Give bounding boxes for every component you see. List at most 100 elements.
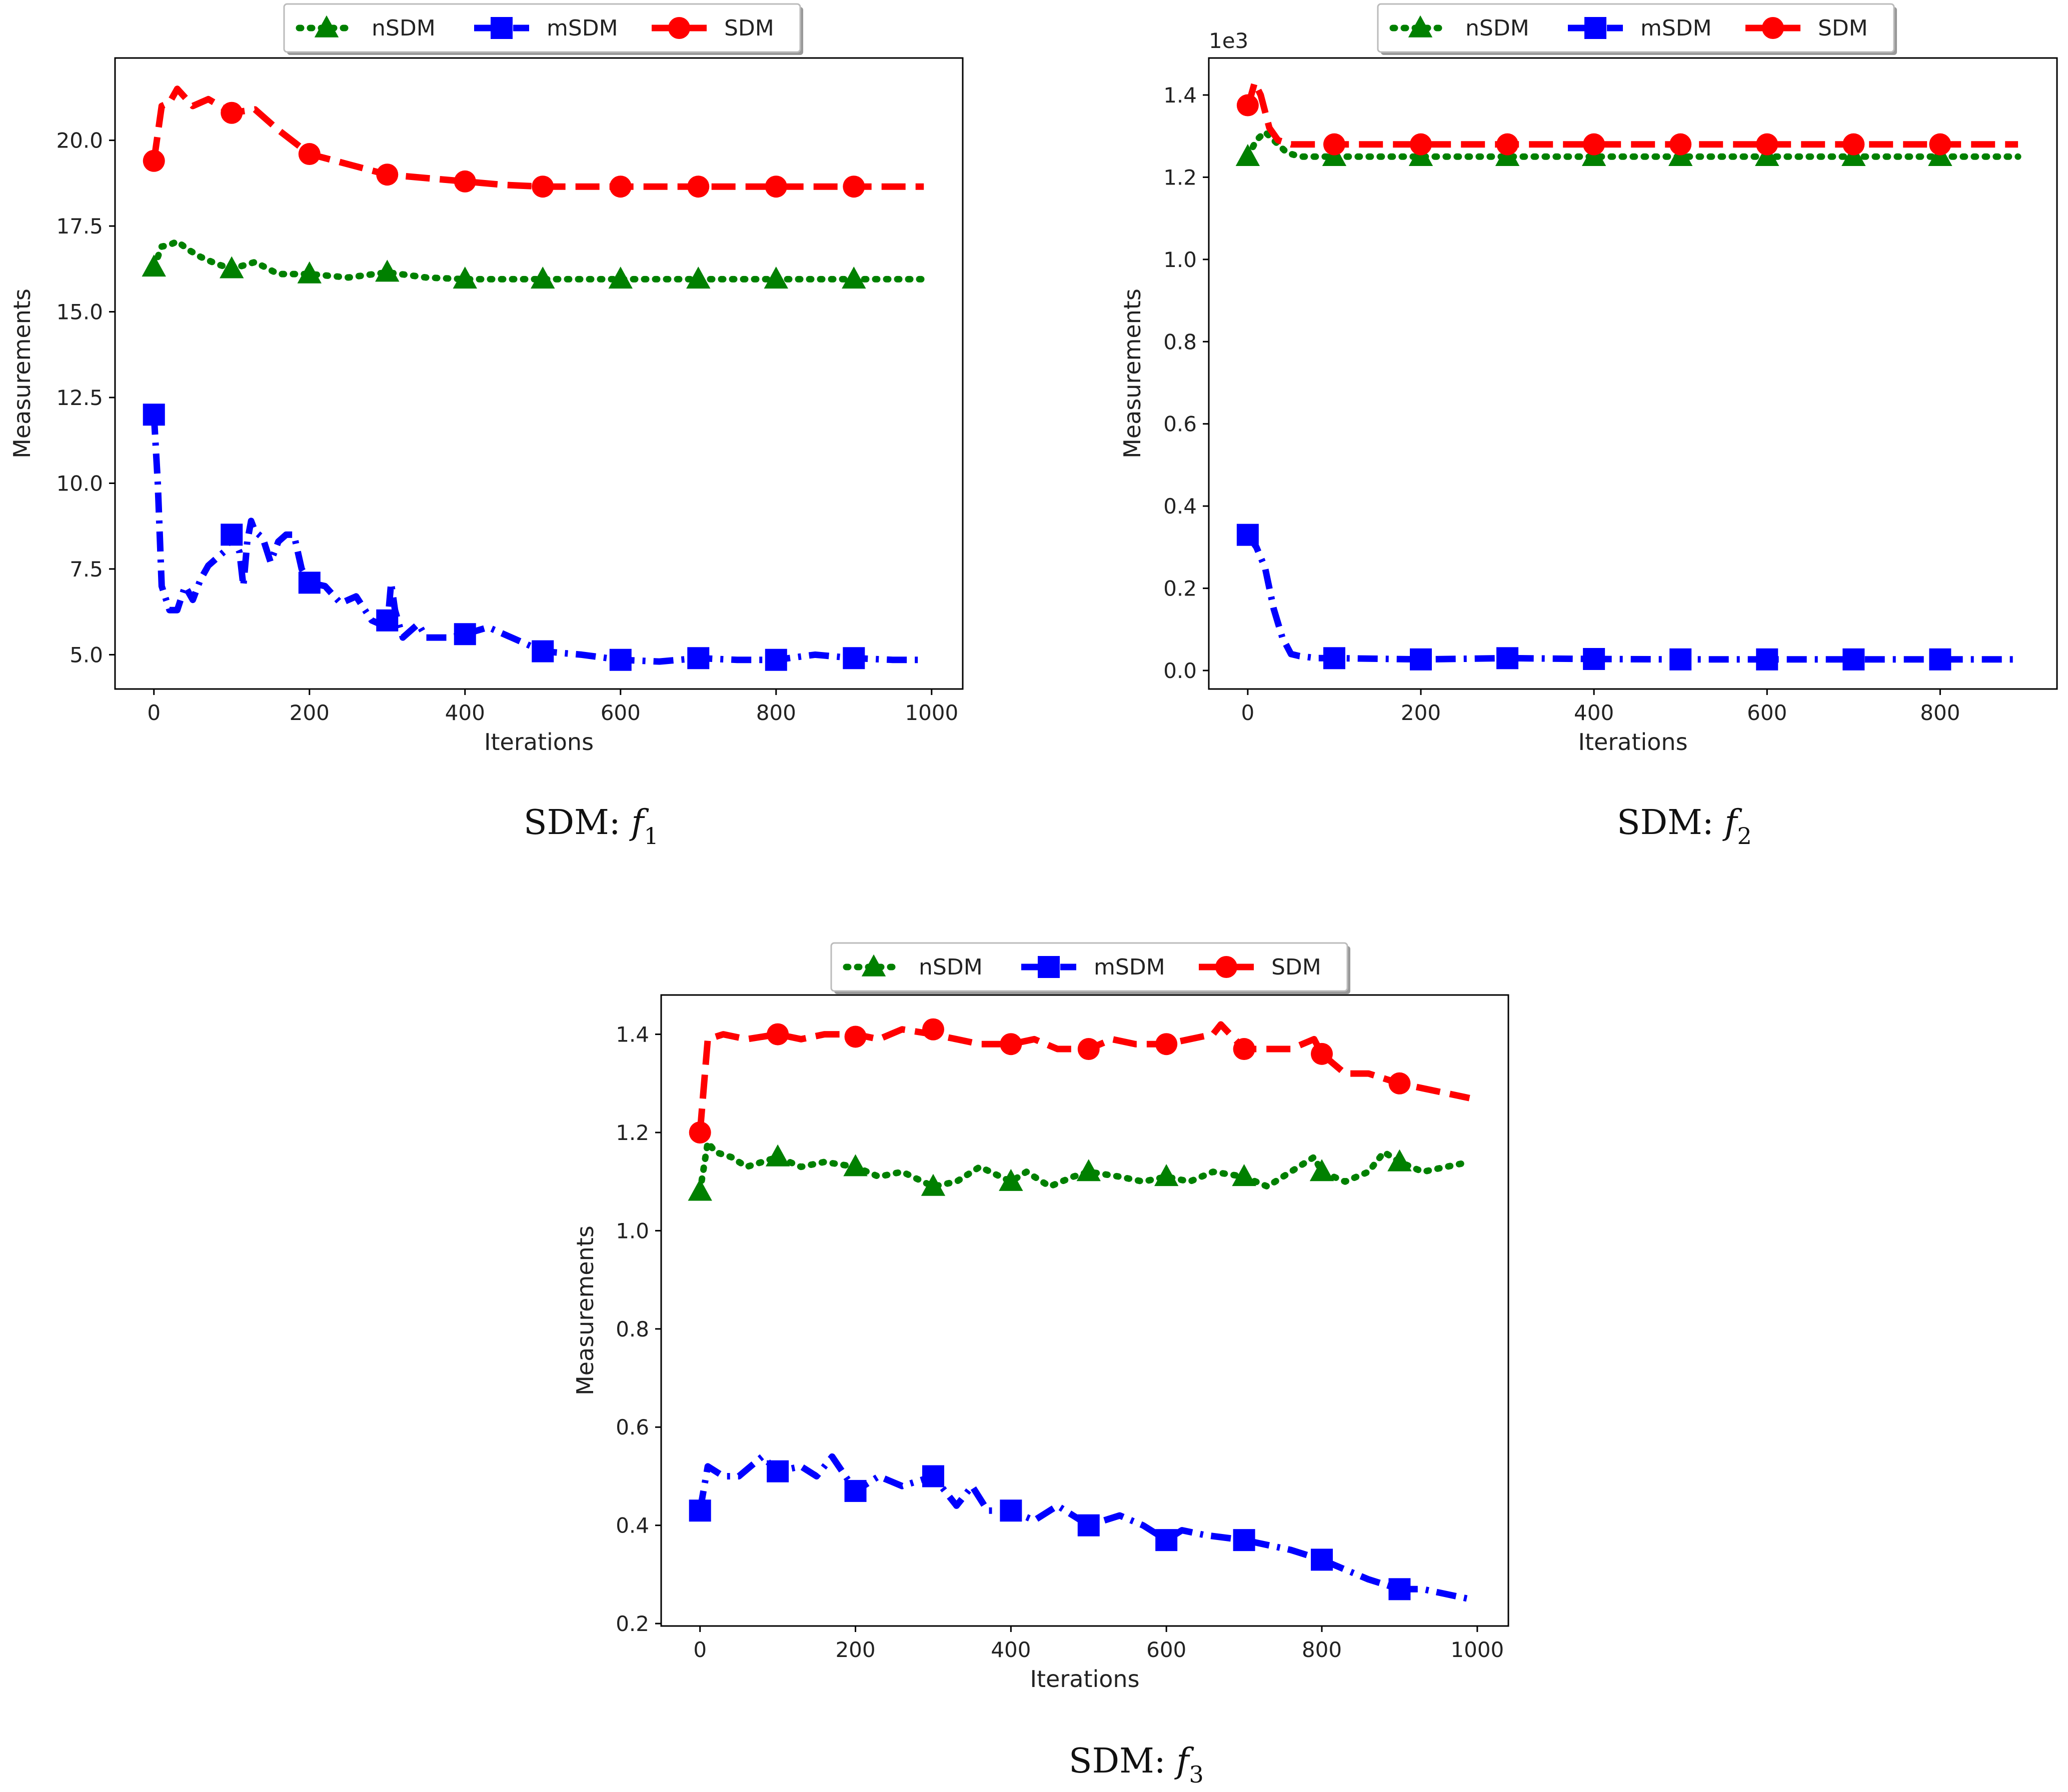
y-tick-label: 1.4: [616, 1022, 649, 1047]
y-tick-label: 17.5: [56, 214, 103, 238]
data-point-mSDM-1: [221, 524, 243, 546]
legend: nSDM mSDM SDM: [830, 942, 1350, 994]
series-line-SDM: [697, 1021, 1470, 1133]
data-point-SDM-9: [1388, 1072, 1411, 1094]
data-point-mSDM-8: [765, 648, 787, 671]
y-tick-label: 0.8: [1163, 330, 1197, 354]
data-point-mSDM-0: [689, 1500, 711, 1522]
legend-box: [283, 3, 801, 53]
legend-box: [1377, 3, 1895, 53]
data-point-SDM-2: [1410, 133, 1432, 156]
legend: nSDM mSDM SDM: [1377, 3, 1897, 55]
data-point-mSDM-8: [1929, 648, 1951, 670]
y-tick-label: 0.6: [1163, 412, 1197, 436]
chart-caption: SDM: f3: [1069, 1742, 1204, 1788]
x-tick-label: 600: [1747, 700, 1787, 725]
series-line-SDM: [151, 86, 924, 190]
x-tick-label: 400: [1574, 700, 1614, 725]
data-point-mSDM-7: [1233, 1529, 1255, 1552]
x-tick-label: 0: [147, 700, 161, 725]
y-tick-label: 1.2: [1163, 165, 1197, 190]
data-point-mSDM-5: [532, 640, 554, 662]
legend-marker-nSDM: [314, 15, 339, 38]
x-tick-label: 200: [290, 700, 330, 725]
y-axis-label: Measurements: [572, 1226, 599, 1396]
data-point-nSDM-0: [1235, 144, 1260, 166]
data-point-nSDM-4: [453, 266, 477, 289]
data-point-mSDM-9: [843, 647, 865, 670]
legend-label-mSDM: mSDM: [1640, 16, 1712, 41]
data-point-mSDM-6: [609, 648, 632, 671]
y-tick-label: 1.4: [1163, 83, 1197, 108]
x-tick-label: 800: [1302, 1638, 1342, 1662]
y-axis-label: Measurements: [9, 288, 36, 458]
data-point-mSDM-9: [1388, 1578, 1411, 1600]
data-point-SDM-0: [143, 150, 165, 172]
data-point-SDM-9: [843, 176, 865, 198]
data-point-SDM-5: [1669, 133, 1692, 156]
data-point-mSDM-0: [1236, 524, 1259, 546]
data-point-nSDM-6: [1154, 1164, 1179, 1186]
x-tick-label: 1000: [1450, 1638, 1504, 1662]
data-point-SDM-3: [1496, 133, 1519, 156]
data-point-SDM-5: [532, 176, 554, 198]
data-point-SDM-4: [1000, 1033, 1022, 1056]
y-tick-label: 1.0: [616, 1218, 649, 1243]
data-point-SDM-1: [767, 1023, 789, 1046]
data-point-mSDM-5: [1077, 1514, 1100, 1536]
data-point-mSDM-7: [687, 647, 710, 670]
data-point-mSDM-5: [1669, 648, 1692, 670]
data-point-nSDM-0: [142, 254, 166, 277]
data-point-SDM-2: [844, 1026, 867, 1048]
legend: nSDM mSDM SDM: [283, 3, 803, 55]
y-axis-label: Measurements: [1119, 288, 1146, 458]
data-point-SDM-5: [1077, 1038, 1100, 1060]
x-tick-label: 200: [1401, 700, 1441, 725]
plot-frame: [660, 994, 1509, 1627]
x-tick-label: 600: [1146, 1638, 1186, 1662]
legend-marker-nSDM: [1408, 15, 1433, 38]
data-point-mSDM-6: [1155, 1529, 1178, 1552]
chart-panel-f1: 0 200 400 600 800 1000 5.0 7.5 10.0 12.5 15.0 17.5 2…: [9, 3, 964, 850]
data-point-mSDM-0: [143, 404, 165, 426]
data-point-SDM-6: [1756, 133, 1778, 156]
data-point-nSDM-3: [375, 260, 400, 282]
y-tick-label: 0.2: [1163, 576, 1197, 601]
data-point-nSDM-6: [608, 266, 633, 289]
data-point-nSDM-9: [1387, 1149, 1412, 1172]
data-point-mSDM-4: [1583, 648, 1605, 670]
data-point-mSDM-3: [922, 1465, 944, 1488]
data-point-SDM-7: [1233, 1038, 1255, 1060]
series-line-nSDM: [151, 238, 927, 282]
data-point-SDM-4: [454, 170, 476, 192]
data-point-SDM-8: [1929, 133, 1951, 156]
legend-label-nSDM: nSDM: [919, 954, 983, 980]
data-point-nSDM-1: [220, 256, 244, 278]
x-tick-label: 1000: [905, 700, 958, 725]
y-tick-label: 0.4: [1163, 494, 1197, 518]
x-axis-label: Iterations: [1578, 728, 1687, 756]
legend-label-nSDM: nSDM: [1465, 16, 1529, 41]
legend-box: [830, 942, 1348, 992]
series-group: [142, 86, 927, 671]
data-point-nSDM-7: [1232, 1164, 1256, 1186]
data-point-mSDM-8: [1311, 1548, 1333, 1571]
caption-subscript: 3: [1189, 1761, 1203, 1788]
y-tick-label: 12.5: [56, 386, 103, 410]
data-point-SDM-4: [1583, 133, 1605, 156]
data-point-SDM-7: [1842, 133, 1865, 156]
x-axis-label: Iterations: [1030, 1666, 1139, 1692]
data-point-SDM-6: [609, 176, 632, 198]
series-group: [688, 1018, 1473, 1602]
data-point-nSDM-0: [688, 1178, 712, 1201]
data-point-SDM-8: [765, 176, 787, 198]
x-tick-label: 200: [835, 1638, 875, 1662]
legend-marker-SDM: [1762, 17, 1784, 39]
data-point-nSDM-3: [921, 1174, 946, 1196]
data-point-mSDM-2: [298, 572, 321, 594]
data-point-mSDM-1: [1323, 647, 1345, 670]
data-point-nSDM-2: [297, 261, 322, 284]
y-tick-label: 0.4: [616, 1514, 649, 1538]
y-axis-offset-label: 1e3: [1209, 28, 1248, 53]
legend-label-SDM: SDM: [1818, 16, 1868, 41]
